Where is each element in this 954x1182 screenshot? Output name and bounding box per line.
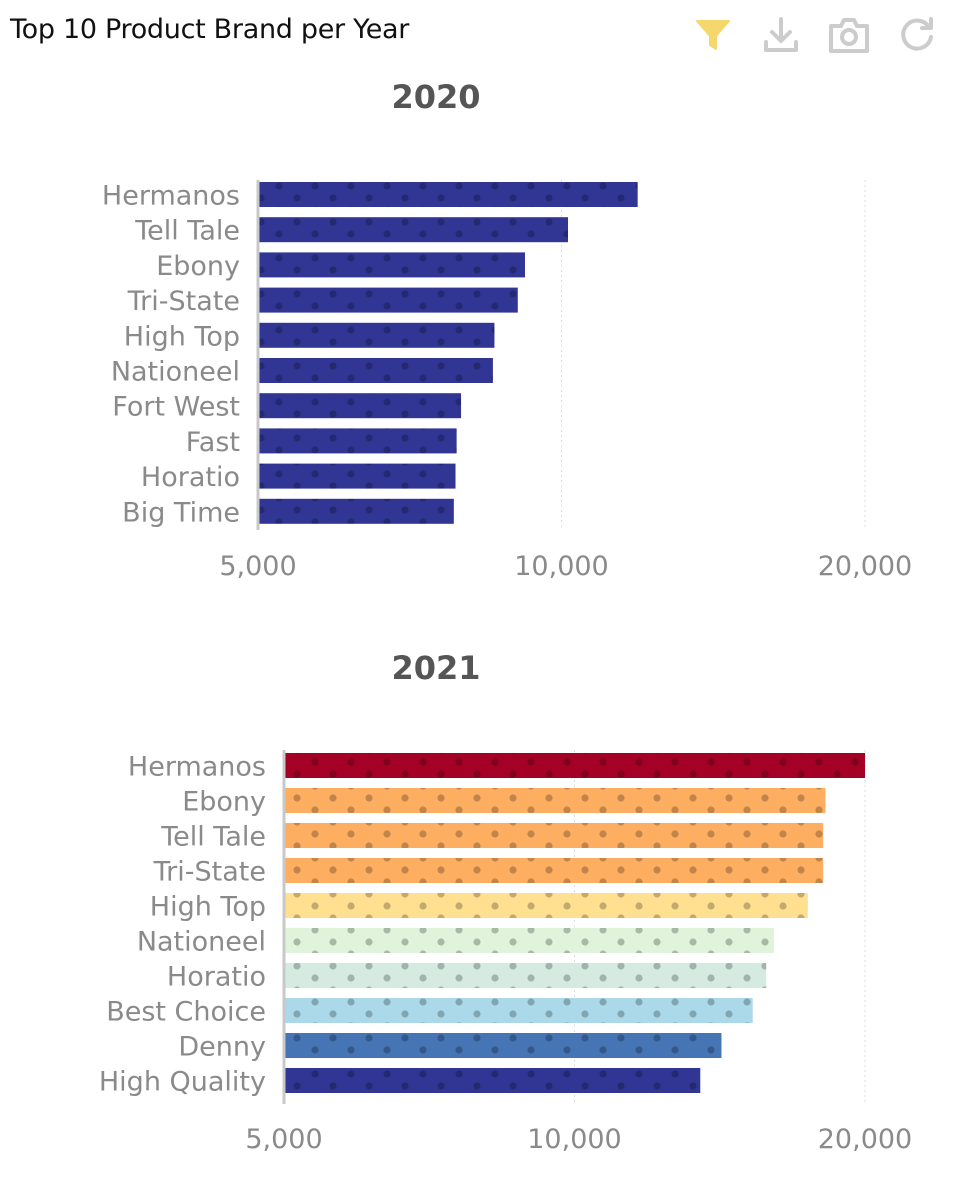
- bar-tri-state: [258, 287, 518, 313]
- bar-horatio: [284, 963, 767, 988]
- reset-button[interactable]: [894, 12, 940, 58]
- bar-tell-tale: [258, 217, 569, 243]
- bar-fort-west: [258, 393, 462, 419]
- x-tick-label: 20,000: [818, 1124, 912, 1155]
- bar-hermanos: [284, 753, 865, 778]
- category-label: Nationeel: [111, 357, 240, 388]
- chart-toolbar: [690, 12, 940, 58]
- category-label: Tell Tale: [160, 822, 266, 853]
- bar-denny: [284, 1033, 722, 1058]
- category-label: Ebony: [182, 787, 266, 818]
- category-label: Fort West: [112, 392, 240, 423]
- category-label: Horatio: [167, 962, 266, 993]
- camera-icon: [829, 18, 869, 53]
- bar-hermanos: [258, 182, 638, 207]
- category-label: High Top: [124, 321, 240, 352]
- bar-tell-tale: [284, 823, 824, 848]
- bar-best-choice: [284, 998, 753, 1023]
- bar-high-quality: [284, 1068, 701, 1093]
- category-label: Best Choice: [106, 997, 266, 1028]
- category-label: Fast: [186, 427, 240, 458]
- bar-nationeel: [284, 928, 775, 953]
- category-label: Tri-State: [153, 857, 266, 888]
- bar-high-top: [284, 893, 808, 918]
- category-label: Denny: [178, 1032, 266, 1063]
- refresh-icon: [901, 17, 933, 51]
- category-label: Ebony: [156, 251, 240, 282]
- bar-fast: [258, 428, 457, 454]
- x-tick-label: 5,000: [219, 551, 296, 582]
- bar-high-top: [258, 322, 495, 348]
- category-label: Horatio: [141, 462, 240, 493]
- bar-nationeel: [258, 358, 493, 383]
- filter-button[interactable]: [690, 12, 736, 58]
- filter-icon: [696, 20, 730, 50]
- download-button[interactable]: [758, 12, 804, 58]
- category-label: Hermanos: [102, 181, 240, 212]
- category-label: High Quality: [99, 1067, 266, 1098]
- category-label: Tell Tale: [134, 216, 240, 247]
- category-label: High Top: [150, 892, 266, 923]
- chart-header: Top 10 Product Brand per Year: [0, 0, 954, 70]
- snapshot-button[interactable]: [826, 12, 872, 58]
- chart-panel-2020: 2020 Hermanos Tell Tale Ebony Tri-State High …: [102, 78, 912, 582]
- category-label: Hermanos: [128, 752, 266, 783]
- x-tick-label: 10,000: [527, 1124, 621, 1155]
- chart-panel-2021: 2021 Hermanos Ebony Tell Tale Tri-State High …: [99, 649, 912, 1155]
- x-tick-label: 10,000: [514, 551, 608, 582]
- chart-title: Top 10 Product Brand per Year: [10, 14, 410, 45]
- bar-ebony: [284, 788, 826, 813]
- panel-title: 2021: [391, 649, 480, 687]
- category-label: Nationeel: [137, 927, 266, 958]
- bar-big-time: [258, 498, 454, 524]
- x-tick-label: 5,000: [245, 1124, 322, 1155]
- bar-horatio: [258, 463, 456, 489]
- category-label: Big Time: [122, 497, 240, 528]
- bar-ebony: [258, 252, 525, 278]
- category-label: Tri-State: [127, 286, 240, 317]
- x-tick-label: 20,000: [818, 551, 912, 582]
- bar-tri-state: [284, 858, 824, 883]
- download-icon: [764, 17, 798, 52]
- panel-title: 2020: [391, 78, 480, 116]
